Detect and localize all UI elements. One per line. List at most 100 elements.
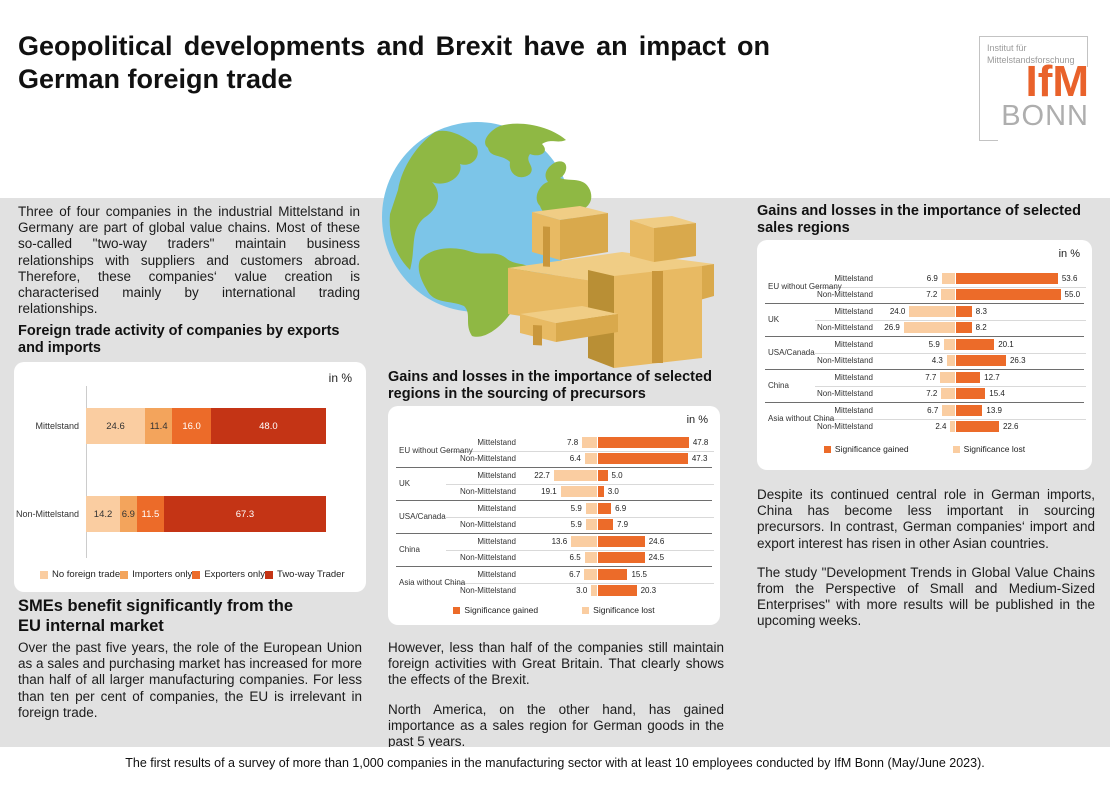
subgroup-label: Non-Mittelstand bbox=[459, 487, 516, 496]
group-separator bbox=[396, 467, 712, 468]
lost-value-label: 6.4 bbox=[569, 454, 581, 463]
subgroup-label: Mittelstand bbox=[477, 437, 516, 447]
gained-value-label: 6.9 bbox=[615, 503, 627, 513]
gained-value-label: 24.6 bbox=[648, 536, 665, 546]
right-text-block: Despite its continued central role in Ge… bbox=[757, 487, 1095, 630]
legend-label: Significance gained bbox=[834, 444, 909, 454]
gained-value-label: 8.3 bbox=[975, 306, 987, 316]
middle-text-block: However, less than half of the companies… bbox=[388, 640, 724, 750]
significance-gained-bar bbox=[598, 502, 612, 514]
significance-gained-bar bbox=[598, 469, 608, 481]
legend-label: Two-way Trader bbox=[277, 569, 345, 580]
significance-gained-bar bbox=[598, 436, 689, 448]
sme-heading-line2: EU internal market bbox=[18, 616, 164, 635]
significance-gained-bar bbox=[956, 272, 1058, 284]
chart-legend: No foreign trade Importers only Exporters … bbox=[14, 569, 366, 580]
category-label: Non-Mittelstand bbox=[15, 509, 79, 519]
significance-lost-bar bbox=[941, 272, 955, 284]
gained-value-label: 7.9 bbox=[617, 520, 629, 529]
bar-segment: 6.9 bbox=[120, 496, 137, 532]
chart-legend: Significance gained Significance lost bbox=[388, 605, 720, 615]
subgroup-label: Non-Mittelstand bbox=[459, 454, 516, 463]
significance-lost-bar bbox=[950, 421, 955, 432]
subgroup-label: Mittelstand bbox=[477, 569, 516, 579]
row-separator bbox=[446, 549, 714, 551]
group-separator bbox=[765, 402, 1084, 403]
subgroup-label: Mittelstand bbox=[834, 405, 873, 415]
chart-row: Non-Mittelstand 14.2 6.9 11.5 67.3 bbox=[14, 496, 326, 532]
gained-value-label: 5.0 bbox=[611, 470, 623, 480]
lost-value-label: 2.4 bbox=[935, 422, 947, 431]
legend-swatch bbox=[582, 606, 590, 614]
subgroup-label: Mittelstand bbox=[834, 372, 873, 382]
legend-swatch bbox=[192, 570, 201, 579]
legend-label: Significance lost bbox=[963, 444, 1026, 454]
significance-gained-bar bbox=[956, 338, 995, 350]
lost-value-label: 6.7 bbox=[927, 405, 939, 415]
group-separator bbox=[765, 369, 1084, 370]
logo-city: BONN bbox=[1001, 100, 1089, 132]
significance-gained-bar bbox=[956, 404, 983, 416]
subgroup-label: Mittelstand bbox=[834, 339, 873, 349]
y-axis-line bbox=[86, 386, 87, 558]
legend-item: Importers only bbox=[120, 569, 192, 580]
sme-heading: SMEs benefit significantly from the EU i… bbox=[18, 597, 378, 637]
subgroup-label: Non-Mittelstand bbox=[816, 389, 873, 398]
page-title: Geopolitical developments and Brexit hav… bbox=[18, 30, 770, 96]
region-label: UK bbox=[768, 315, 780, 324]
group-separator bbox=[396, 533, 712, 534]
group-separator bbox=[765, 336, 1084, 337]
significance-gained-bar bbox=[956, 322, 972, 333]
lost-value-label: 24.0 bbox=[889, 306, 906, 316]
unit-label: in % bbox=[328, 371, 352, 385]
gained-value-label: 15.4 bbox=[989, 389, 1005, 398]
gained-value-label: 20.1 bbox=[998, 339, 1014, 349]
footer: The first results of a survey of more th… bbox=[0, 747, 1110, 785]
significance-lost-bar bbox=[584, 568, 597, 580]
significance-gained-bar bbox=[598, 519, 613, 530]
row-separator bbox=[815, 352, 1086, 354]
significance-gained-bar bbox=[956, 388, 986, 399]
row-separator bbox=[815, 319, 1086, 321]
legend-item: Two-way Trader bbox=[265, 569, 345, 580]
lost-value-label: 7.8 bbox=[567, 437, 579, 447]
region-label: UK bbox=[399, 479, 411, 488]
gained-value-label: 55.0 bbox=[1064, 290, 1081, 299]
subgroup-label: Non-Mittelstand bbox=[459, 586, 516, 595]
row-separator bbox=[446, 582, 714, 584]
lost-value-label: 6.5 bbox=[569, 553, 581, 562]
brexit-text: However, less than half of the companies… bbox=[388, 640, 724, 688]
globe-land-right bbox=[485, 123, 566, 178]
significance-lost-bar bbox=[591, 585, 597, 596]
region-label: China bbox=[768, 381, 789, 390]
chart-row: Mittelstand 24.6 11.4 16.0 48.0 bbox=[14, 408, 326, 444]
subgroup-label: Non-Mittelstand bbox=[816, 422, 873, 431]
legend-item: Significance lost bbox=[582, 605, 655, 615]
gained-value-label: 13.9 bbox=[986, 405, 1002, 415]
significance-lost-bar bbox=[903, 322, 955, 333]
subgroup-label: Non-Mittelstand bbox=[459, 520, 516, 529]
group-separator bbox=[765, 303, 1084, 304]
sme-text: Over the past five years, the role of th… bbox=[18, 640, 362, 720]
subgroup-label: Non-Mittelstand bbox=[816, 356, 873, 365]
row-separator bbox=[446, 516, 714, 518]
legend-label: Significance gained bbox=[464, 605, 539, 615]
significance-lost-bar bbox=[943, 338, 955, 350]
legend-item: Exporters only bbox=[192, 569, 265, 580]
cardboard-boxes bbox=[508, 206, 714, 368]
gained-value-label: 26.3 bbox=[1009, 356, 1026, 365]
significance-lost-bar bbox=[553, 469, 597, 481]
gained-value-label: 53.6 bbox=[1061, 273, 1078, 283]
gained-value-label: 20.3 bbox=[640, 586, 657, 595]
significance-lost-bar bbox=[560, 486, 597, 497]
category-label: Mittelstand bbox=[35, 421, 79, 431]
lost-value-label: 19.1 bbox=[541, 487, 557, 496]
legend-swatch bbox=[120, 570, 129, 579]
subgroup-label: Non-Mittelstand bbox=[816, 290, 873, 299]
subgroup-label: Non-Mittelstand bbox=[816, 323, 873, 332]
significance-gained-bar bbox=[598, 486, 604, 497]
subgroup-label: Mittelstand bbox=[834, 306, 873, 316]
gained-value-label: 12.7 bbox=[984, 372, 1000, 382]
significance-gained-bar bbox=[956, 289, 1061, 300]
significance-lost-bar bbox=[571, 535, 597, 547]
